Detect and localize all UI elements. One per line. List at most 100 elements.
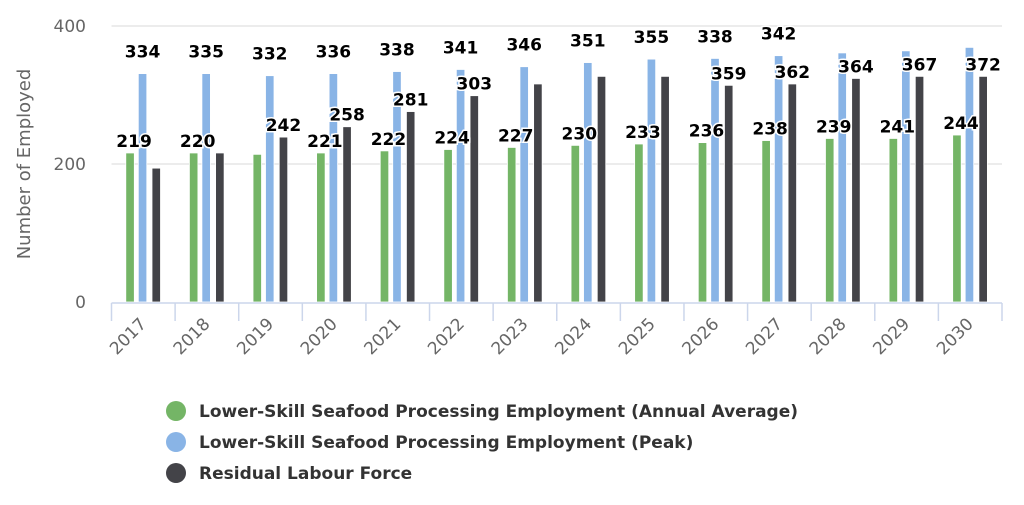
bar-1-2023: [519, 66, 529, 303]
data-label: 303: [457, 75, 493, 95]
bar-0-2020: [316, 152, 326, 303]
bar-2-2025: [660, 75, 670, 303]
bar-2-2026: [724, 84, 734, 303]
legend: Lower-Skill Seafood Processing Employmen…: [166, 401, 798, 484]
y-tick-label: 200: [54, 155, 86, 175]
bar-0-2028: [825, 138, 835, 303]
legend-item-0: Lower-Skill Seafood Processing Employmen…: [166, 401, 798, 422]
x-tick-label: 2024: [551, 314, 596, 359]
bar-2-2019: [278, 136, 289, 303]
x-tick-label: 2021: [361, 314, 406, 359]
data-label: 233: [625, 123, 661, 143]
bar-2-2023: [533, 83, 543, 303]
x-tick-label: 2026: [679, 314, 724, 359]
data-label: 355: [634, 28, 670, 48]
bar-0-2026: [697, 142, 708, 303]
x-tick-label: 2018: [170, 314, 215, 359]
data-label: 220: [180, 132, 216, 152]
bar-0-2019: [252, 153, 262, 303]
legend-label: Lower-Skill Seafood Processing Employmen…: [199, 433, 693, 453]
bar-1-2026: [710, 58, 720, 303]
data-label: 346: [506, 36, 542, 56]
data-label: 362: [775, 63, 811, 83]
data-label: 239: [816, 117, 852, 137]
bar-2-2020: [342, 126, 352, 303]
data-label: 241: [880, 117, 916, 137]
data-label: 242: [266, 116, 302, 136]
x-tick-label: 2017: [106, 314, 151, 359]
data-label: 230: [562, 124, 598, 144]
y-tick-label: 0: [75, 293, 86, 313]
data-label: 334: [125, 43, 161, 63]
legend-label: Residual Labour Force: [199, 464, 412, 484]
bar-0-2018: [189, 152, 199, 303]
y-axis: 0 200 400: [54, 17, 86, 313]
legend-label: Lower-Skill Seafood Processing Employmen…: [199, 402, 798, 422]
bar-1-2020: [328, 73, 339, 303]
x-tick-label: 2020: [297, 314, 342, 359]
bar-2-2029: [914, 75, 925, 303]
data-label: 335: [188, 43, 224, 63]
bar-1-2028: [837, 52, 847, 303]
bar-0-2023: [507, 147, 517, 303]
data-label: 342: [761, 25, 797, 45]
x-tick-label: 2023: [488, 314, 533, 359]
bar-0-2024: [570, 144, 580, 303]
bar-1-2030: [964, 46, 975, 303]
data-label: 338: [697, 27, 733, 47]
bar-1-2019: [265, 75, 275, 303]
bar-2-2017: [151, 167, 161, 303]
gridlines: [111, 25, 1002, 165]
bar-2-2018: [215, 152, 225, 303]
bar-2-2028: [851, 78, 861, 303]
data-label: 372: [965, 55, 1001, 75]
data-label: 219: [116, 132, 152, 152]
data-label: 367: [902, 55, 938, 75]
data-label: 244: [943, 114, 979, 134]
data-label: 338: [379, 41, 415, 61]
data-label: 351: [570, 32, 606, 52]
data-label: 238: [752, 120, 788, 140]
x-axis: 2017 2018 2019 2020 2021 2022 2023 2024 2025 2026…: [106, 302, 1003, 359]
data-label: 341: [443, 38, 479, 58]
bar-2-2027: [787, 83, 797, 303]
legend-marker-icon: [166, 432, 186, 452]
x-tick-label: 2025: [615, 314, 660, 359]
bar-1-2029: [901, 50, 911, 303]
bar-1-2025: [646, 58, 657, 303]
legend-marker-icon: [166, 401, 186, 421]
data-label: 359: [711, 64, 747, 84]
bar-0-2025: [634, 143, 644, 303]
bar-0-2027: [761, 140, 771, 303]
bar-1-2021: [392, 71, 402, 303]
x-tick-label: 2030: [933, 314, 978, 359]
bar-2-2022: [469, 95, 479, 303]
data-label: 332: [252, 45, 288, 65]
legend-marker-icon: [166, 463, 186, 483]
data-label: 336: [316, 43, 352, 63]
bar-1-2022: [455, 69, 466, 303]
bar-1-2017: [137, 73, 148, 303]
x-tick-label: 2029: [869, 314, 914, 359]
data-label: 281: [393, 91, 429, 111]
data-label: 236: [689, 122, 725, 142]
bar-0-2017: [125, 152, 135, 303]
data-label: 258: [329, 106, 365, 126]
bar-1-2027: [773, 55, 784, 303]
bar-2-2021: [406, 111, 416, 303]
bar-0-2030: [952, 134, 962, 303]
y-tick-label: 400: [54, 17, 86, 37]
x-tick-label: 2019: [233, 314, 278, 359]
data-label: 221: [307, 132, 343, 152]
x-tick-label: 2022: [424, 314, 469, 359]
bars: [125, 46, 988, 303]
data-label: 227: [498, 126, 534, 146]
bar-2-2024: [596, 75, 607, 303]
y-axis-title: Number of Employed: [14, 69, 35, 260]
bar-2-2030: [978, 75, 988, 303]
data-label: 222: [371, 130, 407, 150]
bar-0-2029: [888, 138, 898, 303]
legend-item-1: Lower-Skill Seafood Processing Employmen…: [166, 432, 693, 453]
